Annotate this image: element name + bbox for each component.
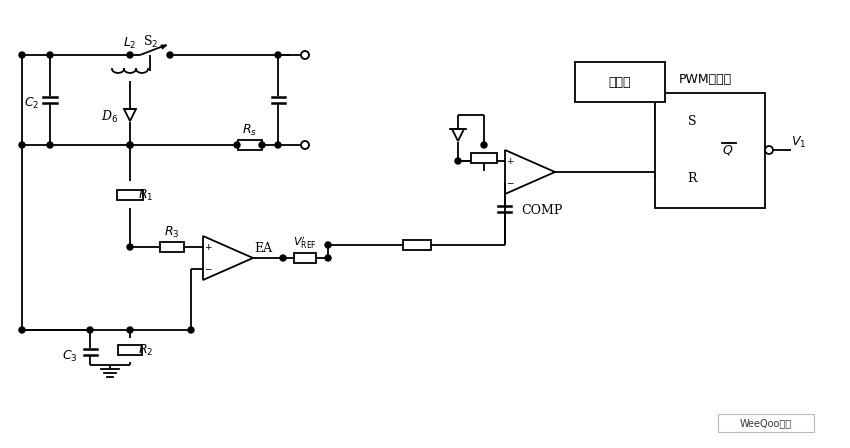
Circle shape <box>127 52 133 58</box>
Text: $R_s$: $R_s$ <box>242 122 258 138</box>
Bar <box>294 253 316 263</box>
Circle shape <box>259 142 265 148</box>
Bar <box>118 345 142 355</box>
Text: $\bar{Q}$: $\bar{Q}$ <box>722 142 734 158</box>
Text: $R_1$: $R_1$ <box>139 187 154 202</box>
Text: COMP: COMP <box>521 203 563 216</box>
Circle shape <box>19 327 25 333</box>
Circle shape <box>455 158 461 164</box>
Text: −: − <box>204 264 212 273</box>
Bar <box>471 153 497 163</box>
Text: 振荡器: 振荡器 <box>609 76 632 89</box>
Text: $V_1$: $V_1$ <box>791 134 807 150</box>
Circle shape <box>19 142 25 148</box>
Text: −: − <box>507 178 513 188</box>
Circle shape <box>325 242 331 248</box>
Circle shape <box>188 327 194 333</box>
Text: $L_2$: $L_2$ <box>123 35 137 51</box>
Circle shape <box>280 255 286 261</box>
Text: D$_6$: D$_6$ <box>101 109 119 125</box>
Text: R: R <box>688 172 697 185</box>
Text: $V_{\rm REF}^{\prime}$: $V_{\rm REF}^{\prime}$ <box>293 235 317 251</box>
Circle shape <box>275 142 281 148</box>
Bar <box>238 140 262 150</box>
Circle shape <box>301 141 309 149</box>
Text: EA: EA <box>254 241 272 254</box>
Bar <box>655 92 765 207</box>
Text: $C_3$: $C_3$ <box>62 349 78 363</box>
Text: S: S <box>688 115 696 128</box>
Circle shape <box>127 142 133 148</box>
Bar <box>403 240 430 250</box>
Circle shape <box>301 51 309 59</box>
Circle shape <box>275 52 281 58</box>
Circle shape <box>127 244 133 250</box>
Text: $R_3$: $R_3$ <box>164 224 179 240</box>
Bar <box>718 414 814 432</box>
Circle shape <box>167 52 173 58</box>
Bar <box>117 190 143 200</box>
Circle shape <box>234 142 240 148</box>
Circle shape <box>19 52 25 58</box>
Circle shape <box>87 327 93 333</box>
Circle shape <box>127 327 133 333</box>
Bar <box>160 242 184 252</box>
Text: +: + <box>507 156 513 165</box>
Text: PWM控制器: PWM控制器 <box>678 73 732 86</box>
Bar <box>575 62 665 102</box>
Circle shape <box>47 52 53 58</box>
Text: +: + <box>204 242 212 251</box>
Circle shape <box>765 146 773 154</box>
Text: WeeQoo维库: WeeQoo维库 <box>740 418 792 428</box>
Text: $R_2$: $R_2$ <box>139 342 154 358</box>
Circle shape <box>325 255 331 261</box>
Text: S$_2$: S$_2$ <box>144 34 159 50</box>
Text: $C_2$: $C_2$ <box>25 95 40 111</box>
Circle shape <box>127 142 133 148</box>
Circle shape <box>47 142 53 148</box>
Circle shape <box>481 142 487 148</box>
